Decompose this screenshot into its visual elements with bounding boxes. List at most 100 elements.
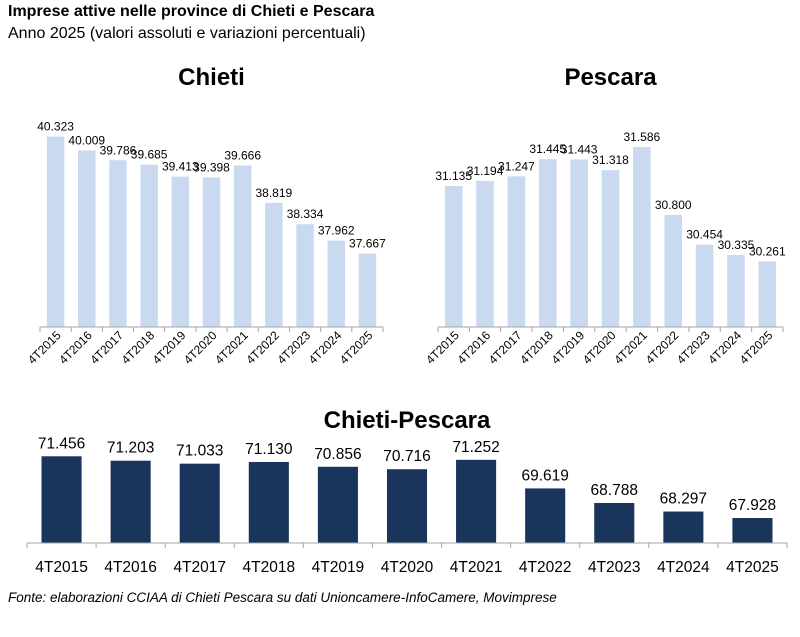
x-tick-label: 4T2019: [549, 328, 588, 367]
bar-4T2015: [444, 185, 463, 327]
bar-4T2016: [110, 460, 151, 543]
bar-4T2015: [46, 136, 65, 327]
bar-4T2020: [601, 170, 620, 327]
data-label: 68.788: [591, 482, 638, 499]
data-label: 30.454: [686, 228, 723, 242]
chart-chieti-pescara-svg: Chieti-Pescara 71.456 71.203 71.033 71.130 70…: [26, 407, 788, 576]
chart-chieti-svg: Chieti 40.32340.00939.78639.68539.41339.3…: [25, 64, 386, 367]
x-tick-label: 4T2020: [381, 559, 434, 576]
x-tick-label: 4T2023: [588, 559, 641, 576]
x-tick-label: 4T2019: [312, 559, 365, 576]
data-label: 31.194: [467, 164, 504, 178]
data-label: 40.009: [68, 133, 105, 147]
data-label: 31.586: [624, 130, 661, 144]
data-label: 31.247: [498, 159, 535, 173]
x-tick-label: 4T2015: [423, 328, 462, 367]
bar-4T2017: [109, 160, 127, 327]
data-label: 67.928: [729, 497, 776, 514]
x-tick-label: 4T2019: [150, 328, 189, 367]
x-tick-label: 4T2025: [737, 328, 776, 367]
x-tick-label: 4T2025: [726, 559, 779, 576]
bar-4T2019: [317, 466, 358, 543]
data-label: 39.786: [100, 143, 137, 157]
data-label: 68.297: [660, 491, 707, 508]
chart-title: Chieti: [178, 64, 245, 91]
data-label: 39.398: [193, 160, 230, 174]
data-label: 31.443: [561, 142, 598, 156]
data-label: 30.335: [718, 238, 755, 252]
bar-4T2024: [327, 240, 345, 327]
x-tick-label: 4T2025: [337, 328, 376, 367]
bar-4T2021: [633, 147, 651, 327]
bar-4T2019: [171, 176, 190, 327]
report-title: Imprese attive nelle province di Chieti …: [8, 3, 375, 20]
x-tick-label: 4T2018: [119, 328, 158, 367]
chart-chieti: Chieti 40.323 40.009 39.786 39.685 39.413 39.3…: [0, 55, 400, 385]
data-label: 38.334: [287, 207, 324, 221]
x-tick-label: 4T2015: [35, 559, 88, 576]
data-label: 31.135: [435, 169, 472, 183]
x-tick-label: 4T2017: [87, 328, 126, 367]
x-tick-label: 4T2024: [657, 559, 710, 576]
bar-4T2022: [265, 202, 283, 327]
x-tick-label: 4T2024: [306, 328, 345, 367]
x-tick-label: 4T2021: [212, 328, 251, 367]
bar-4T2018: [248, 461, 289, 543]
data-label: 71.033: [176, 443, 223, 460]
data-label: 71.252: [452, 439, 499, 456]
x-tick-label: 4T2017: [486, 328, 525, 367]
bar-4T2024: [727, 254, 745, 327]
data-label: 39.413: [162, 160, 199, 174]
data-label: 38.819: [256, 186, 293, 200]
x-tick-label: 4T2016: [56, 328, 95, 367]
bar-4T2025: [358, 253, 377, 327]
report-subtitle: Anno 2025 (valori assoluti e variazioni …: [8, 25, 366, 42]
bar-4T2023: [695, 244, 714, 327]
x-tick-label: 4T2018: [243, 559, 296, 576]
x-tick-label: 4T2024: [705, 328, 744, 367]
x-tick-label: 4T2020: [580, 328, 619, 367]
x-tick-label: 4T2018: [517, 328, 556, 367]
bar-4T2015: [41, 456, 82, 543]
data-label: 37.962: [318, 224, 355, 238]
bar-4T2016: [476, 180, 494, 327]
x-tick-label: 4T2016: [104, 559, 157, 576]
bar-4T2022: [525, 488, 566, 543]
x-tick-label: 4T2021: [611, 328, 650, 367]
source-note: Fonte: elaborazioni CCIAA di Chieti Pesc…: [8, 590, 557, 605]
data-label: 37.667: [349, 237, 386, 251]
chart-chieti-pescara: Chieti-Pescara 71.456 71.203 71.033 71.130 70…: [0, 400, 800, 585]
data-label: 31.445: [529, 142, 566, 156]
data-label: 69.619: [521, 467, 568, 484]
x-tick-label: 4T2016: [454, 328, 493, 367]
chart-title: Pescara: [564, 64, 657, 91]
bar-4T2017: [507, 176, 526, 327]
bar-4T2019: [570, 159, 588, 327]
bar-4T2020: [202, 177, 221, 327]
x-tick-label: 4T2017: [173, 559, 226, 576]
bar-4T2018: [538, 159, 557, 327]
x-tick-label: 4T2020: [181, 328, 220, 367]
chart-pescara: Pescara 31.135 31.194 31.247 31.445 31.443 31.…: [400, 55, 800, 385]
bar-4T2023: [296, 224, 314, 327]
x-tick-label: 4T2023: [674, 328, 713, 367]
x-tick-label: 4T2022: [243, 328, 282, 367]
bar-4T2017: [179, 463, 220, 543]
data-label: 30.800: [655, 198, 692, 212]
data-label: 39.666: [224, 149, 261, 163]
data-label: 71.130: [245, 441, 293, 458]
chart-title: Chieti-Pescara: [324, 407, 491, 434]
bar-4T2024: [663, 511, 704, 543]
data-label: 71.203: [107, 440, 154, 457]
bar-4T2025: [758, 261, 777, 327]
data-label: 39.685: [131, 148, 168, 162]
data-label: 70.856: [314, 446, 361, 463]
bar-4T2021: [456, 459, 497, 543]
x-tick-label: 4T2022: [643, 328, 682, 367]
x-tick-label: 4T2015: [25, 328, 64, 367]
data-label: 70.716: [383, 448, 430, 465]
x-tick-label: 4T2023: [274, 328, 313, 367]
bar-4T2020: [386, 469, 428, 543]
data-label: 40.323: [37, 120, 74, 134]
